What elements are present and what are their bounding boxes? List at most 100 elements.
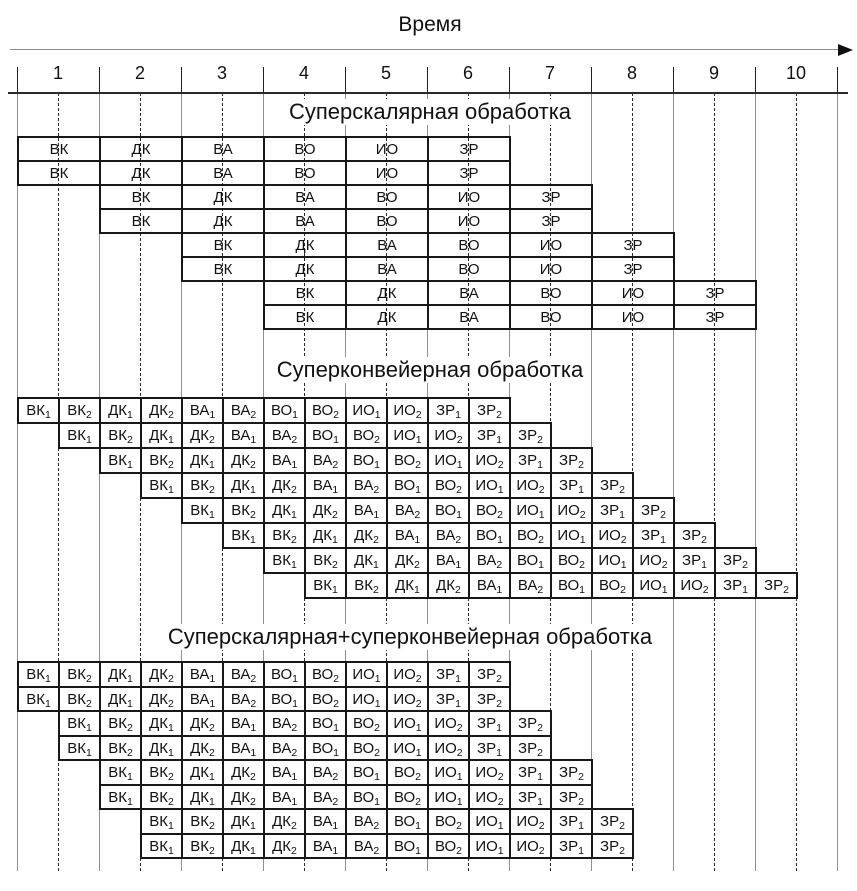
stage-label: ДК xyxy=(190,764,210,781)
stage-sub-index: 2 xyxy=(578,771,584,783)
stage-sub-index: 1 xyxy=(126,459,133,471)
stage-label: ЗР xyxy=(459,165,479,182)
stage-sub-index: 2 xyxy=(208,484,215,496)
stage-sub-index: 2 xyxy=(126,746,133,759)
stage-sub-index: 2 xyxy=(415,409,422,421)
stage-label: ВО xyxy=(311,690,334,708)
stage-cell: ВА2 xyxy=(427,522,470,549)
stage-sub-index: 2 xyxy=(373,820,380,832)
stage-cell: ВО2 xyxy=(427,472,470,499)
stage-cell: ВК1 xyxy=(99,759,142,786)
stage-cell: ЗР2 xyxy=(591,832,634,859)
stage-label: ВА xyxy=(213,141,233,158)
stage-sub-index: 2 xyxy=(497,509,504,521)
stage-label: ВО xyxy=(598,577,621,594)
stage-sub-index: 1 xyxy=(538,559,545,571)
stage-cell: ВО1 xyxy=(263,685,306,712)
stage-label: ИО xyxy=(516,813,539,830)
scale-tick-mark xyxy=(591,67,592,93)
pipeline-row: ВК ДК ВА ВО ИО ЗР xyxy=(17,136,511,162)
stage-cell: ИО1 xyxy=(386,422,429,449)
stage-cell: ВО2 xyxy=(427,832,470,859)
stage-label: ДК xyxy=(313,502,333,519)
stage-cell: ДК2 xyxy=(181,710,224,737)
stage-cell: ВК1 xyxy=(140,832,183,859)
stage-cell: ЗР1 xyxy=(468,734,511,761)
stage-sub-index: 1 xyxy=(374,697,381,710)
stage-label: ЗР xyxy=(600,837,620,855)
stage-cell: ДК2 xyxy=(181,422,224,449)
stage-cell: ЗР2 xyxy=(591,808,634,835)
stage-label: ДК xyxy=(295,237,315,254)
stage-label: ДК xyxy=(354,527,374,544)
stage-label: ВА xyxy=(312,788,333,806)
stage-cell: ВА1 xyxy=(222,422,265,449)
stage-cell: ЗР2 xyxy=(468,685,511,712)
stage-sub-index: 1 xyxy=(209,697,216,710)
grid-line-dashed xyxy=(58,93,59,871)
stage-sub-index: 2 xyxy=(456,722,463,734)
stage-cell: ДК1 xyxy=(140,422,183,449)
stage-label: ДК xyxy=(272,813,292,830)
pipeline-row: ВК ДК ВА ВО ИО ЗР xyxy=(181,256,675,282)
stage-sub-index: 2 xyxy=(85,673,92,685)
stage-sub-index: 1 xyxy=(292,673,299,685)
stage-cell: ЗР xyxy=(591,232,675,258)
stage-label: ВК xyxy=(354,577,373,594)
stage-label: ИО xyxy=(457,189,481,206)
stage-label: ВК xyxy=(149,764,168,781)
stage-sub-index: 1 xyxy=(167,484,174,496)
stage-label: ДК xyxy=(190,452,210,469)
stage-sub-index: 2 xyxy=(291,484,297,496)
stage-cell: ЗР xyxy=(673,304,757,330)
stage-cell: ВК2 xyxy=(181,808,224,835)
stage-cell: ВК2 xyxy=(181,472,224,499)
stage-cell: ЗР2 xyxy=(591,472,634,499)
stage-cell: ВК1 xyxy=(58,734,101,761)
stage-sub-index: 2 xyxy=(742,559,748,571)
stage-label: ИО xyxy=(516,837,539,855)
stage-sub-index: 2 xyxy=(331,559,338,571)
stage-label: ДК xyxy=(131,165,151,182)
stage-cell: ДК2 xyxy=(222,447,265,474)
stage-cell: ВК2 xyxy=(58,397,101,424)
stage-label: ЗР xyxy=(682,552,702,569)
stage-cell: ЗР2 xyxy=(632,497,675,524)
stage-cell: ИО2 xyxy=(427,734,470,761)
stage-cell: ИО2 xyxy=(468,783,511,810)
time-tick-label: 5 xyxy=(380,63,392,83)
stage-cell: ВО2 xyxy=(386,447,429,474)
stage-sub-index: 2 xyxy=(496,559,503,571)
stage-sub-index: 2 xyxy=(619,844,625,857)
stage-cell: ВК xyxy=(99,184,183,210)
stage-label: ВК xyxy=(149,452,168,469)
stage-cell: ДК xyxy=(99,136,183,162)
stage-sub-index: 2 xyxy=(250,771,256,783)
stage-cell: ИО1 xyxy=(386,734,429,761)
section-title-superscalar: Суперскалярная обработка xyxy=(283,99,577,125)
stage-label: ВК xyxy=(67,739,86,757)
stage-cell: ВО1 xyxy=(263,661,306,688)
stage-sub-index: 2 xyxy=(332,459,339,471)
pipeline-row: ВК1 ВК2 ДК1 ДК2 ВА1 ВА2 ВО1 ВО2 ИО1 ИО2 ЗР1 ЗР2 xyxy=(140,832,634,859)
stage-cell: ВА xyxy=(345,256,429,282)
stage-sub-index: 1 xyxy=(415,722,422,734)
stage-label: ДК xyxy=(231,788,251,806)
stage-label: ЗР xyxy=(518,788,538,806)
stage-sub-index: 2 xyxy=(497,459,504,471)
stage-cell: ВА2 xyxy=(509,572,552,599)
stage-label: ВА xyxy=(312,477,333,494)
stage-sub-index: 1 xyxy=(455,409,461,421)
stage-sub-index: 2 xyxy=(783,584,789,596)
stage-label: ДК xyxy=(108,690,128,708)
stage-cell: ВА2 xyxy=(468,547,511,574)
stage-cell: ВА1 xyxy=(304,832,347,859)
stage-label: ВА xyxy=(476,552,497,569)
stage-cell: ВК2 xyxy=(58,661,101,688)
stage-sub-index: 1 xyxy=(332,484,339,496)
stage-cell: ВК2 xyxy=(140,759,183,786)
stage-label: ИО xyxy=(375,165,399,182)
stage-cell: ВА1 xyxy=(263,783,306,810)
stage-cell: ИО2 xyxy=(673,572,716,599)
stage-cell: ЗР2 xyxy=(550,447,593,474)
